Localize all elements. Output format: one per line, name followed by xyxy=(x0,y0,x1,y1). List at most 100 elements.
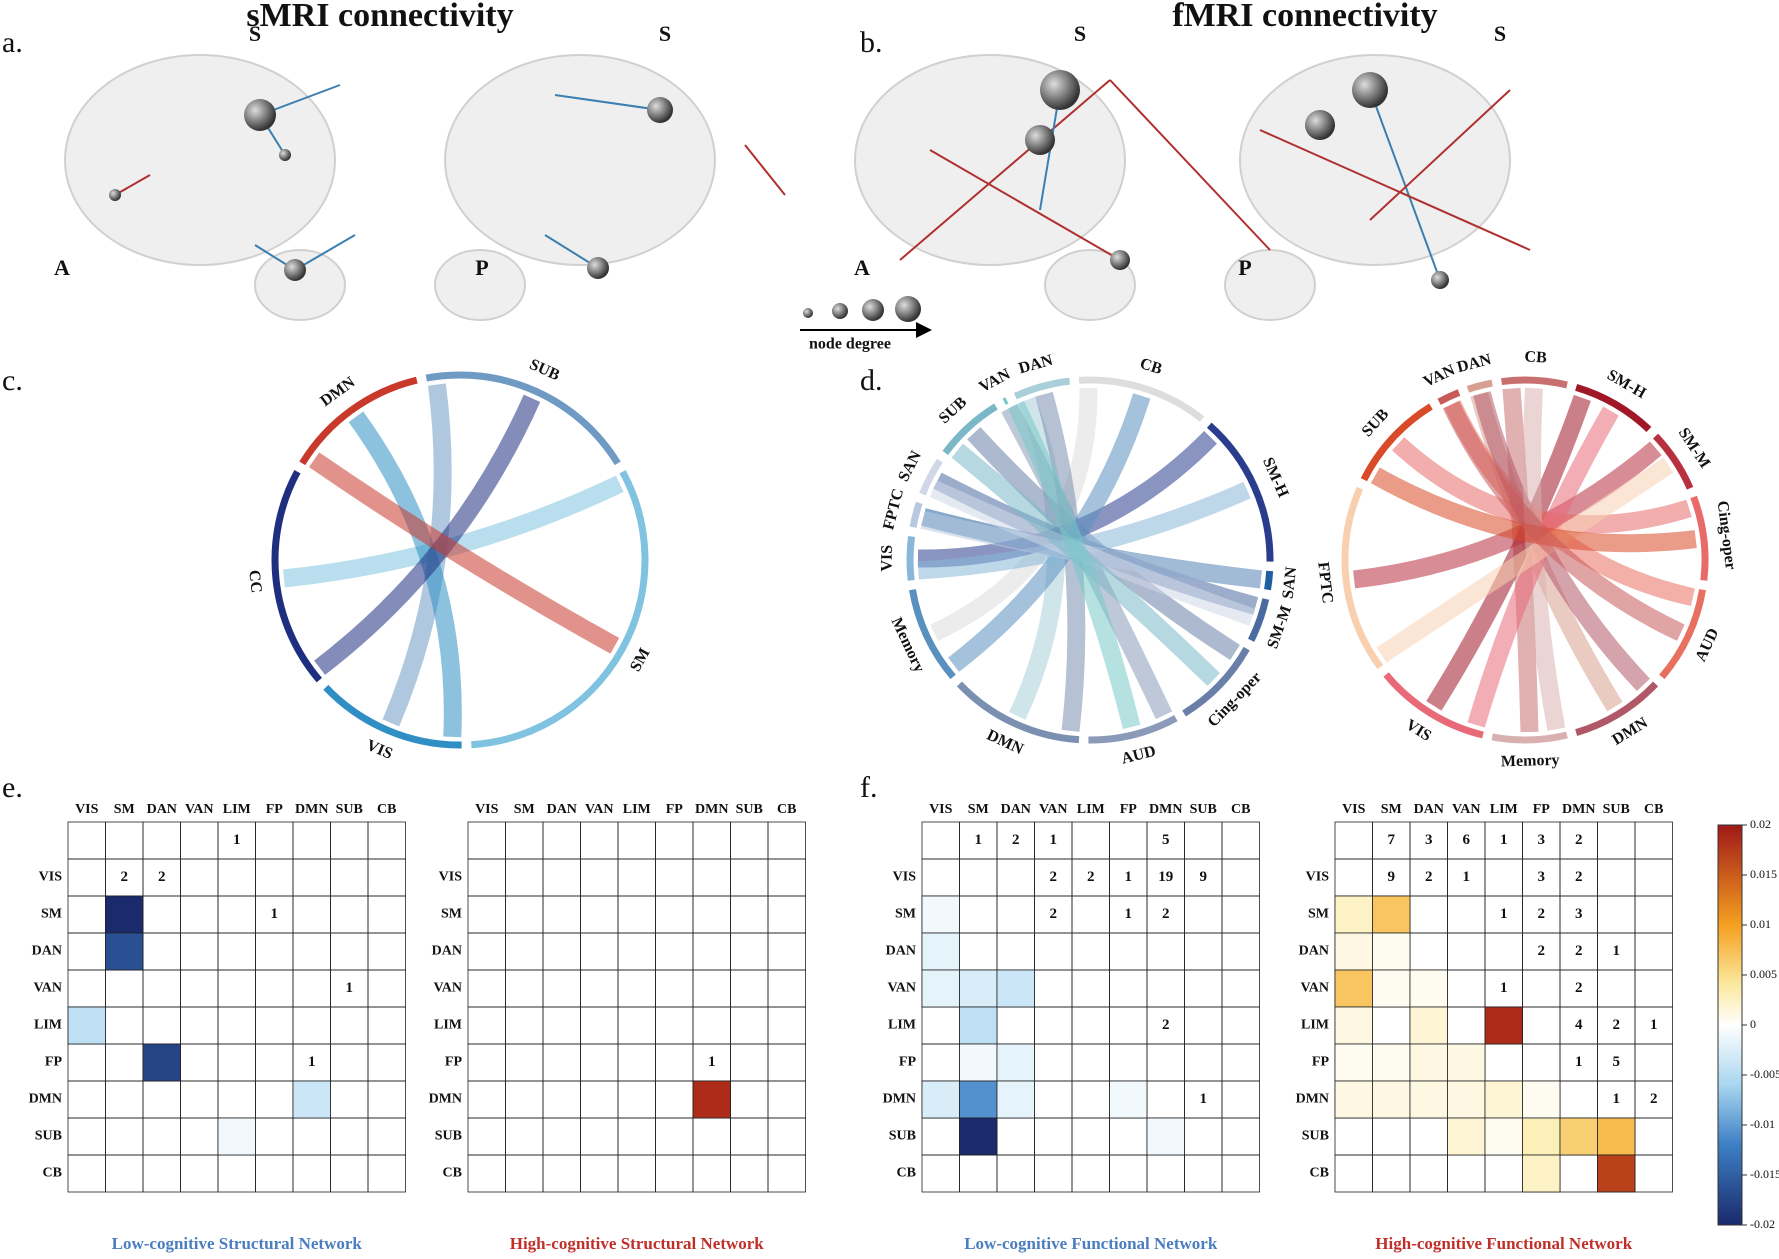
chord-arc xyxy=(1690,495,1709,581)
edge xyxy=(899,79,1111,261)
matrix-cell xyxy=(617,821,656,860)
matrix-cell xyxy=(996,1006,1035,1045)
count-label: 2 xyxy=(1538,906,1546,922)
column-label: DAN xyxy=(547,802,577,817)
matrix-cell xyxy=(1184,821,1223,860)
matrix-cell xyxy=(180,1154,219,1193)
matrix-cell xyxy=(292,932,331,971)
matrix-cell xyxy=(959,932,998,971)
count-label: 1 xyxy=(233,832,241,848)
matrix-cell xyxy=(655,969,694,1008)
legend-node xyxy=(862,299,884,321)
matrix-cell xyxy=(505,858,544,897)
matrix-cell xyxy=(217,932,256,971)
column-label: SM xyxy=(514,802,535,817)
chord-label: VIS xyxy=(364,737,395,763)
chord-label: CB xyxy=(1138,355,1165,378)
count-label: 2 xyxy=(1050,869,1058,885)
matrix-cell xyxy=(467,858,506,897)
matrix-cell xyxy=(542,821,581,860)
matrix-cell xyxy=(105,821,144,860)
chord-arc xyxy=(1206,422,1274,562)
matrix-cell xyxy=(142,895,181,934)
column-label: VAN xyxy=(1452,802,1481,817)
matrix-cell xyxy=(105,1117,144,1156)
matrix-cell xyxy=(1184,1154,1223,1193)
matrix-cell xyxy=(217,858,256,897)
matrix-cell xyxy=(996,895,1035,934)
matrix-cell xyxy=(1634,821,1673,860)
row-label: DMN xyxy=(29,1092,62,1107)
chord-label: DMN xyxy=(317,373,358,409)
column-label: LIM xyxy=(223,802,251,817)
colorbar-tick-label: -0.01 xyxy=(1750,1117,1775,1131)
chord-arc xyxy=(1013,377,1071,400)
node xyxy=(587,257,609,279)
column-label: SUB xyxy=(1190,802,1217,817)
chord-label: DMN xyxy=(984,727,1026,759)
matrix-cell xyxy=(255,1080,294,1119)
chord-arc xyxy=(1078,376,1205,422)
chord-arc xyxy=(942,403,998,456)
cerebellum xyxy=(1044,249,1136,321)
matrix-cell xyxy=(1184,932,1223,971)
node xyxy=(647,97,673,123)
matrix-cell xyxy=(67,821,106,860)
matrix-cell xyxy=(1109,969,1148,1008)
matrix-cell xyxy=(255,1006,294,1045)
matrix-cell xyxy=(1634,1043,1673,1082)
chord-label: SUB xyxy=(527,356,563,384)
chord-arc xyxy=(909,589,956,680)
chord-arc xyxy=(1360,403,1433,482)
matrix-cell xyxy=(1071,1154,1110,1193)
node xyxy=(1025,125,1055,155)
node xyxy=(284,259,306,281)
count-label: 6 xyxy=(1463,832,1471,848)
matrix-cell xyxy=(105,969,144,1008)
matrix-cell xyxy=(292,1154,331,1193)
matrix-cell xyxy=(542,969,581,1008)
cerebellum xyxy=(254,249,346,321)
matrix-cell xyxy=(367,1080,406,1119)
matrix-cell xyxy=(330,932,369,971)
chord-arc xyxy=(956,681,1080,744)
matrix-cell xyxy=(692,858,731,897)
panel-label: e. xyxy=(2,771,23,804)
weight-cell xyxy=(996,1080,1035,1119)
orientation-label: S xyxy=(1074,21,1086,46)
row-label: SUB xyxy=(889,1129,916,1144)
matrix-cell xyxy=(1221,1080,1260,1119)
row-label: VAN xyxy=(433,981,462,996)
edge xyxy=(114,174,151,196)
orientation-label: S xyxy=(249,21,261,46)
matrix-cell xyxy=(730,969,769,1008)
legend-label: node degree xyxy=(809,336,891,353)
row-label: VAN xyxy=(887,981,916,996)
matrix-cell xyxy=(292,821,331,860)
matrix-cell xyxy=(1146,1043,1185,1082)
matrix-cell xyxy=(1597,858,1636,897)
matrix-cell xyxy=(217,895,256,934)
column-label: VIS xyxy=(1342,802,1366,817)
matrix-cell xyxy=(1109,932,1148,971)
colorbar-tick-label: 0.01 xyxy=(1750,917,1771,931)
matrix-cell xyxy=(580,932,619,971)
matrix-cell xyxy=(996,1154,1035,1193)
chord-arc xyxy=(1466,379,1493,393)
matrix-cell xyxy=(1409,895,1448,934)
matrix-cell xyxy=(1372,1154,1411,1193)
matrix-cell xyxy=(542,932,581,971)
column-label: SM xyxy=(114,802,135,817)
column-label: VIS xyxy=(475,802,499,817)
row-label: SUB xyxy=(1302,1129,1329,1144)
matrix-cell xyxy=(1071,1080,1110,1119)
count-label: 5 xyxy=(1613,1054,1621,1070)
matrix-cell xyxy=(1146,969,1185,1008)
matrix-cell xyxy=(505,1006,544,1045)
matrix-cell xyxy=(505,895,544,934)
count-label: 1 xyxy=(1463,869,1471,885)
matrix-cell xyxy=(1484,1154,1523,1193)
matrix-cell xyxy=(655,1154,694,1193)
matrix-cell xyxy=(255,1117,294,1156)
matrix-cell xyxy=(1034,969,1073,1008)
